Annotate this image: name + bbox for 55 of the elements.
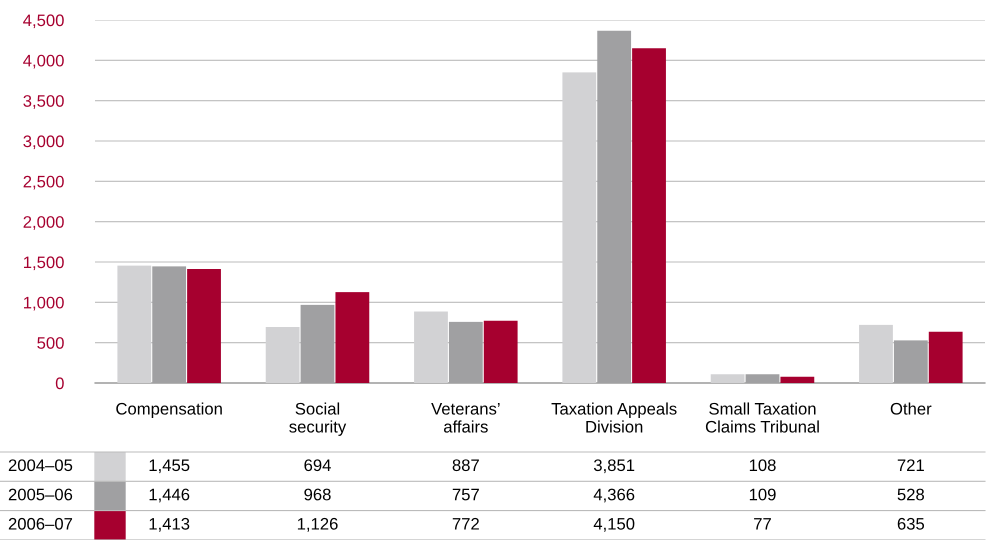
y-tick-label: 3,000 bbox=[23, 135, 64, 150]
y-tick-label: 3,500 bbox=[23, 95, 64, 109]
bar bbox=[632, 48, 666, 383]
data-label: 4,366 bbox=[594, 488, 634, 502]
bar bbox=[300, 304, 334, 383]
y-tick-label: 2,500 bbox=[24, 176, 64, 190]
data-label: 1,446 bbox=[150, 488, 190, 502]
bar bbox=[746, 374, 780, 383]
bar bbox=[710, 374, 745, 383]
bar bbox=[266, 327, 300, 383]
data-label: 1,126 bbox=[298, 518, 338, 532]
bar bbox=[117, 266, 152, 383]
bar bbox=[187, 269, 221, 383]
bar bbox=[597, 30, 632, 383]
data-label: 635 bbox=[898, 518, 924, 530]
x-tick-label: Veterans’ affairs bbox=[431, 403, 500, 433]
x-tick-label: Small Taxation Claims Tribunal bbox=[706, 402, 819, 433]
y-tick-label: 1,500 bbox=[24, 256, 64, 270]
data-label: 77 bbox=[754, 518, 771, 530]
legend-label: 2004–05 bbox=[8, 459, 72, 472]
data-label: 108 bbox=[750, 459, 776, 472]
bar bbox=[448, 322, 483, 383]
bar bbox=[859, 324, 893, 383]
bar bbox=[414, 311, 448, 383]
data-label: 968 bbox=[304, 488, 331, 500]
data-label: 4,150 bbox=[594, 518, 634, 532]
data-label: 694 bbox=[304, 459, 331, 472]
data-label: 887 bbox=[452, 459, 479, 472]
bar bbox=[780, 376, 814, 383]
y-tick-label: 2,000 bbox=[24, 216, 64, 230]
x-tick-label: Other bbox=[890, 402, 932, 415]
data-label: 772 bbox=[452, 518, 479, 530]
data-label: 721 bbox=[898, 459, 924, 471]
x-tick-label: Compensation bbox=[116, 402, 222, 418]
data-label: 3,851 bbox=[594, 459, 634, 474]
y-tick-label: 1,000 bbox=[24, 296, 64, 311]
bar bbox=[894, 340, 928, 383]
data-label: 528 bbox=[898, 488, 924, 500]
bar bbox=[562, 72, 596, 383]
y-tick-label: 500 bbox=[37, 337, 64, 349]
data-label: 109 bbox=[750, 488, 776, 500]
bar bbox=[152, 266, 186, 383]
y-tick-label: 4,000 bbox=[23, 54, 64, 69]
y-tick-label: 0 bbox=[56, 377, 64, 390]
data-label: 1,413 bbox=[150, 518, 190, 532]
legend-label: 2006–07 bbox=[8, 518, 72, 530]
x-tick-label: Taxation Appeals Division bbox=[552, 402, 677, 433]
legend-label: 2005–06 bbox=[8, 488, 72, 500]
data-label: 757 bbox=[452, 488, 479, 500]
bar bbox=[928, 332, 963, 383]
data-label: 1,455 bbox=[150, 459, 190, 474]
y-tick-label: 4,500 bbox=[23, 14, 64, 28]
bar bbox=[335, 292, 370, 383]
x-tick-label: Social security bbox=[289, 402, 346, 436]
bar bbox=[484, 320, 518, 383]
